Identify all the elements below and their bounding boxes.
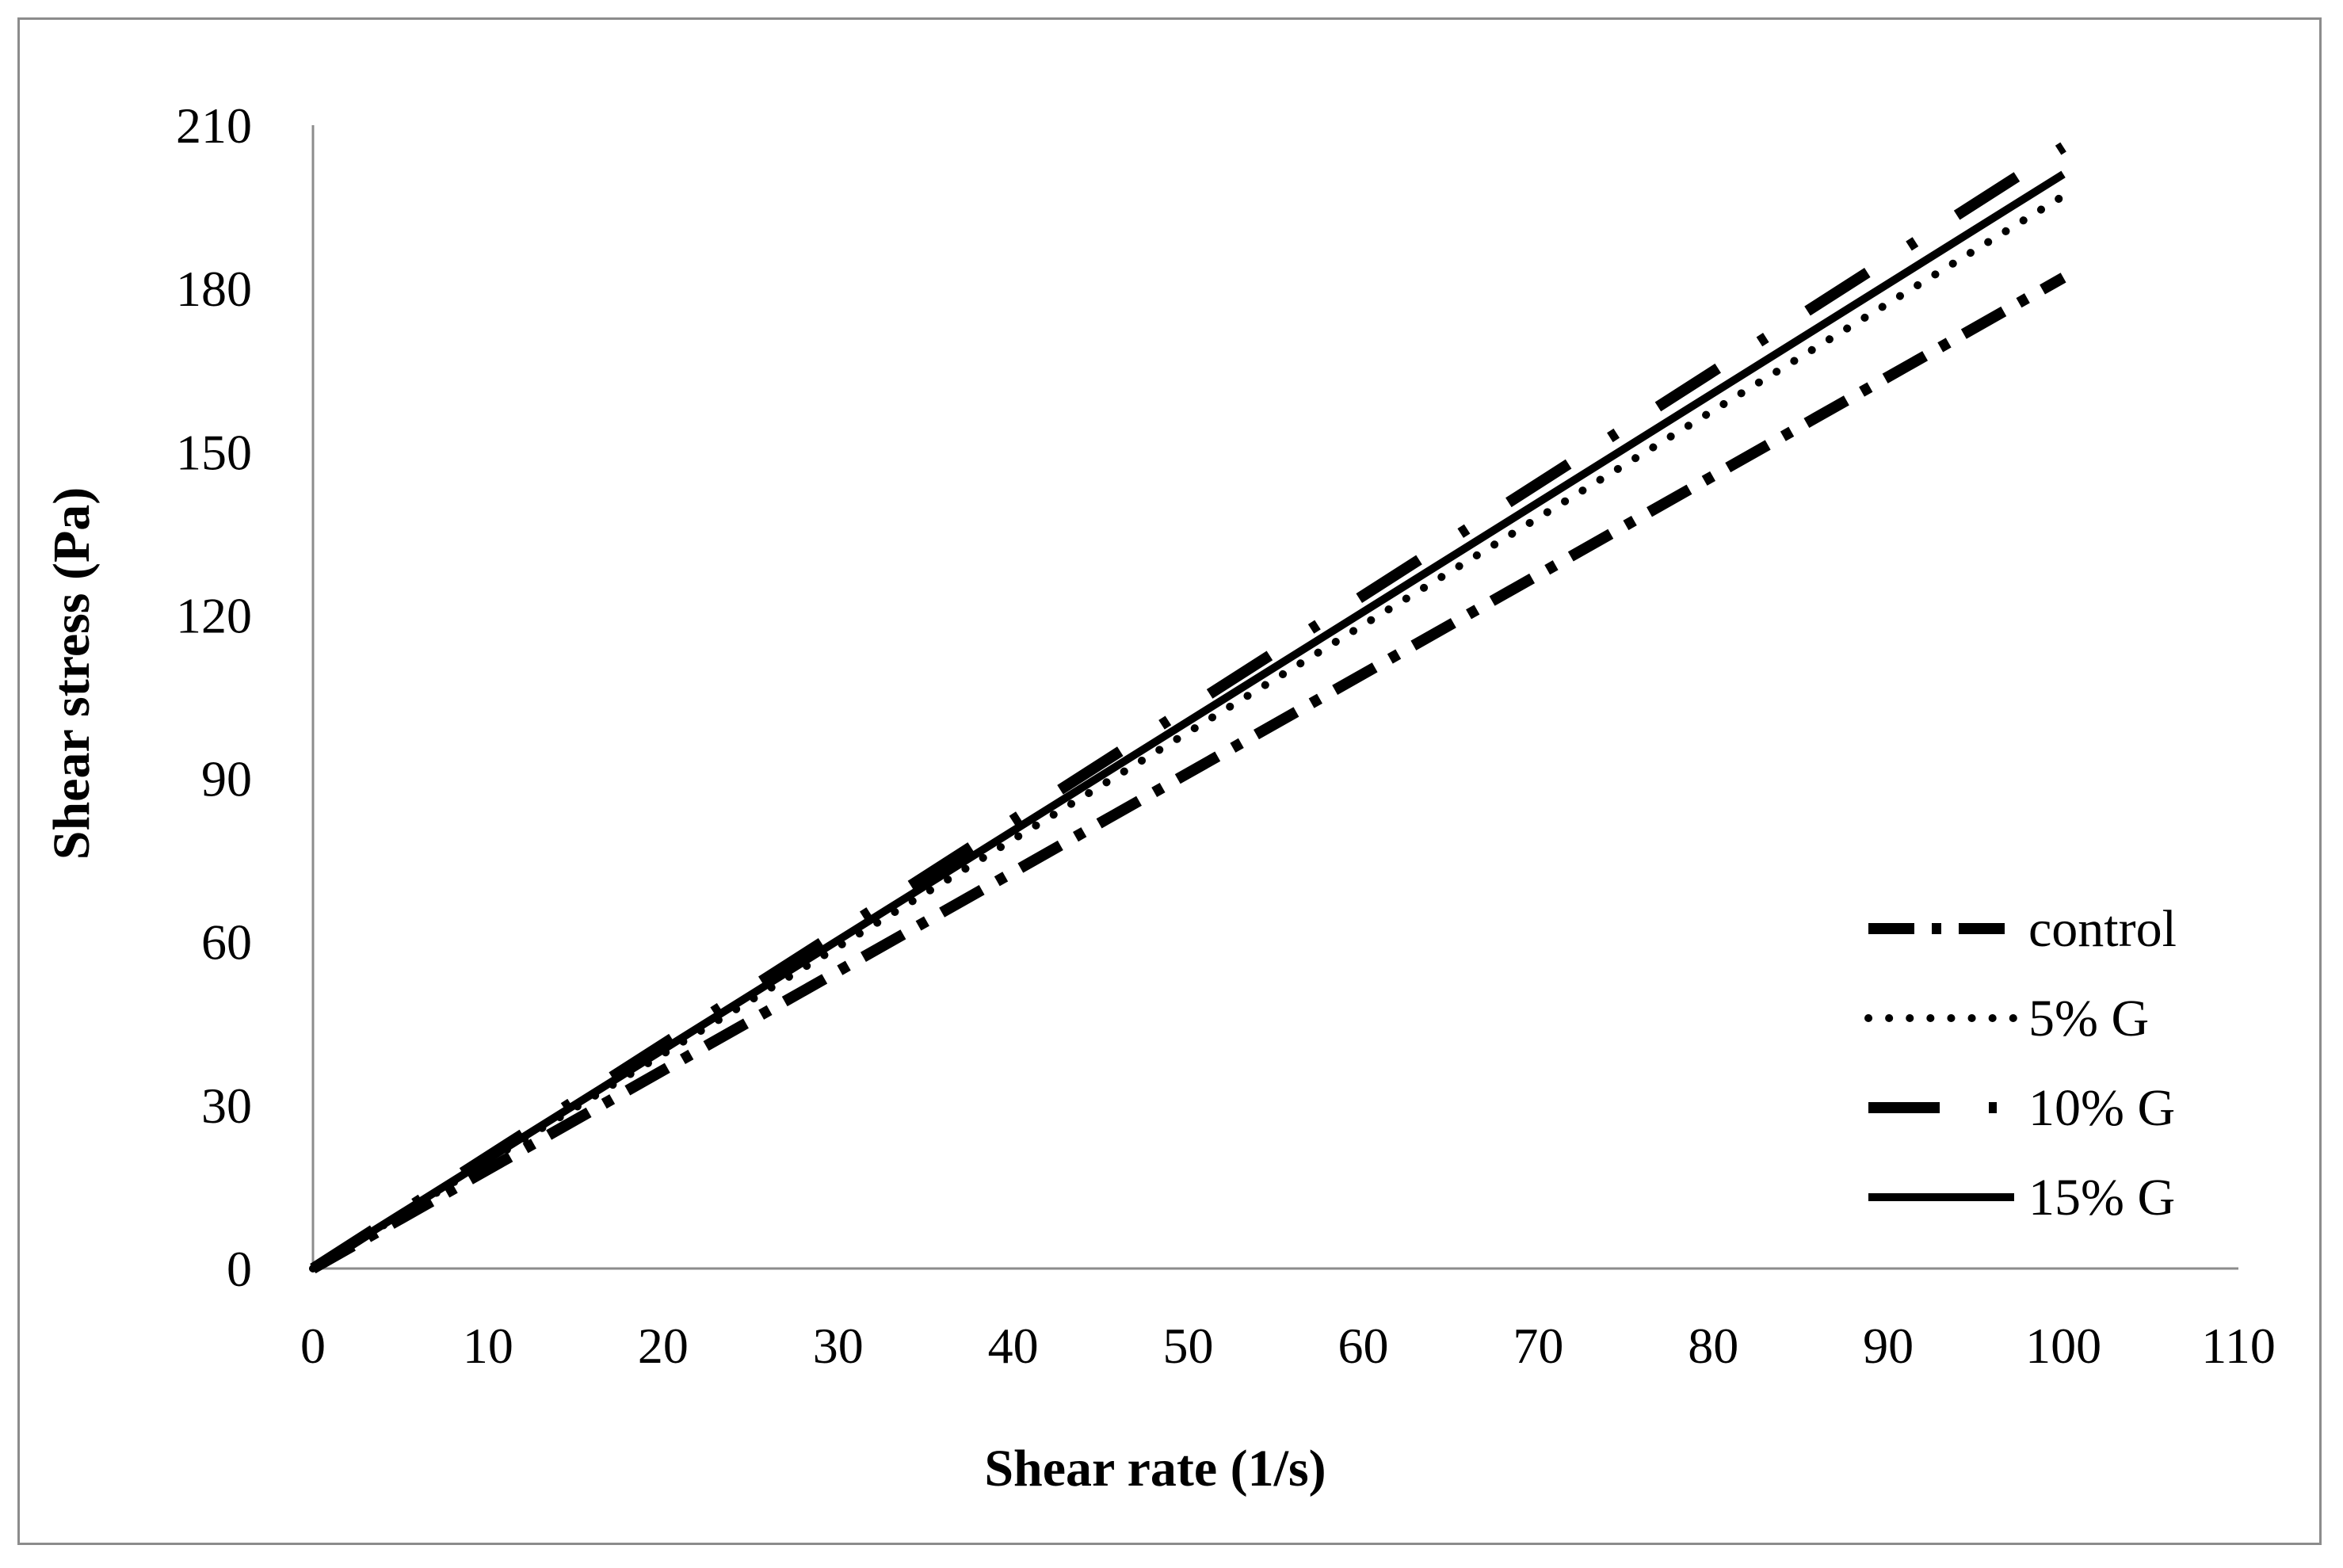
y-tick-label: 120 [176,587,252,643]
x-tick-label: 80 [1688,1318,1738,1374]
x-tick-label: 10 [463,1318,513,1374]
x-tick-label: 100 [2025,1318,2101,1374]
x-tick-label: 70 [1513,1318,1563,1374]
x-tick-label: 110 [2201,1318,2276,1374]
x-tick-label: 0 [300,1318,326,1374]
x-tick-label: 60 [1337,1318,1388,1374]
series-line-1 [310,273,2066,1274]
x-tick-labels: 0 10 20 30 40 50 60 70 80 90 100 110 [300,1318,2276,1374]
legend-label-4: 15% G [2028,1169,2175,1227]
series-lines [309,142,2068,1274]
y-tick-label: 180 [176,261,252,317]
y-tick-label: 0 [227,1241,252,1297]
y-tick-label: 60 [201,914,252,971]
x-tick-label: 50 [1163,1318,1214,1374]
y-tick-label: 30 [201,1078,252,1134]
x-tick-label: 90 [1863,1318,1914,1374]
x-tick-label: 20 [638,1318,689,1374]
y-tick-label: 150 [176,424,252,480]
y-tick-label: 90 [201,751,252,807]
legend-label-1: control [2028,900,2177,958]
series-line-4 [311,170,2066,1272]
legend-label-2: 5% G [2028,990,2149,1047]
axes [311,125,2238,1270]
x-tick-label: 30 [813,1318,864,1374]
x-tick-label: 40 [988,1318,1039,1374]
x-axis-title: Shear rate (1/s) [984,1440,1326,1497]
y-tick-labels: 0 30 60 90 120 150 180 210 [176,97,252,1297]
y-axis-title: Shear stress (Pa) [43,487,101,860]
legend-label-3: 10% G [2028,1079,2175,1137]
y-tick-label: 210 [176,97,252,154]
legend: control 5% G 10% G 15% G [1864,900,2177,1227]
